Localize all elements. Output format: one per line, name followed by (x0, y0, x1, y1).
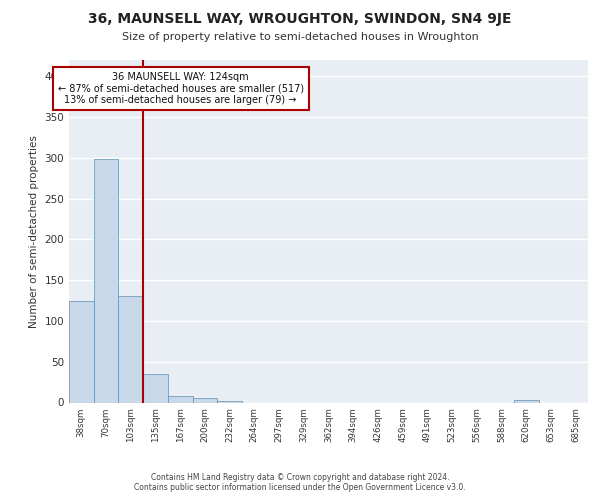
Text: 36 MAUNSELL WAY: 124sqm
← 87% of semi-detached houses are smaller (517)
13% of s: 36 MAUNSELL WAY: 124sqm ← 87% of semi-de… (58, 72, 304, 105)
Text: 36, MAUNSELL WAY, WROUGHTON, SWINDON, SN4 9JE: 36, MAUNSELL WAY, WROUGHTON, SWINDON, SN… (88, 12, 512, 26)
Y-axis label: Number of semi-detached properties: Number of semi-detached properties (29, 135, 39, 328)
Text: Contains HM Land Registry data © Crown copyright and database right 2024.
Contai: Contains HM Land Registry data © Crown c… (134, 473, 466, 492)
Bar (118, 296, 143, 403)
Bar (514, 400, 539, 402)
Text: Size of property relative to semi-detached houses in Wroughton: Size of property relative to semi-detach… (122, 32, 478, 42)
Bar (168, 396, 193, 402)
Bar (217, 401, 242, 402)
Bar (193, 398, 217, 402)
Bar (143, 374, 168, 402)
Bar (69, 300, 94, 402)
Bar (94, 160, 118, 402)
